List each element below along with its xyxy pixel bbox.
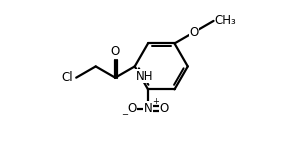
Text: +: +	[152, 97, 159, 106]
Text: CH₃: CH₃	[214, 14, 236, 27]
Text: O: O	[160, 102, 169, 115]
Text: O: O	[127, 102, 136, 115]
Text: NH: NH	[135, 70, 153, 83]
Text: O: O	[111, 45, 120, 58]
Text: O: O	[189, 26, 199, 39]
Text: Cl: Cl	[61, 71, 73, 84]
Text: N: N	[144, 102, 152, 115]
Text: −: −	[121, 110, 128, 119]
